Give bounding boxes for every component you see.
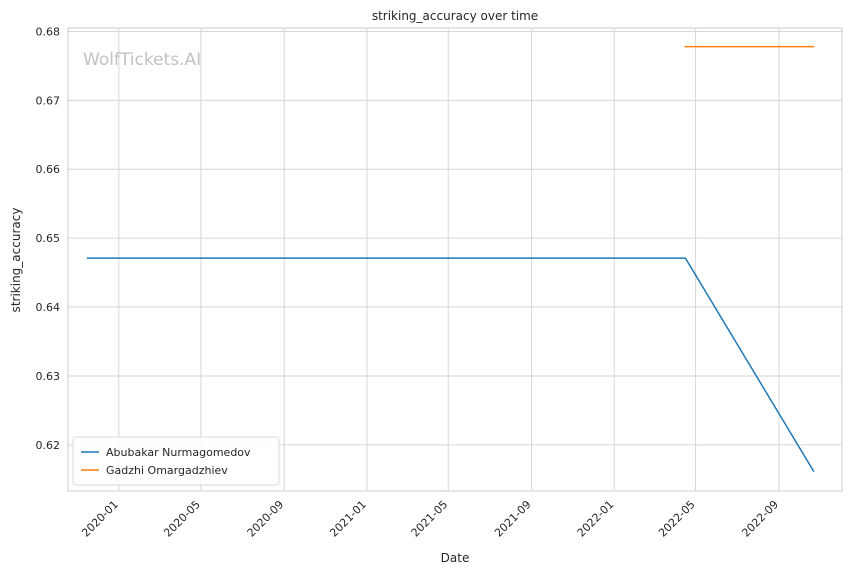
legend-label: Abubakar Nurmagomedov bbox=[106, 446, 251, 459]
y-axis-label: striking_accuracy bbox=[9, 208, 23, 313]
y-tick-label: 0.63 bbox=[36, 370, 61, 383]
y-axis-ticks: 0.62 0.63 0.64 0.65 0.66 0.67 0.68 bbox=[36, 25, 61, 451]
legend-box bbox=[72, 436, 280, 486]
y-tick-label: 0.66 bbox=[36, 163, 61, 176]
y-tick-label: 0.64 bbox=[36, 301, 61, 314]
x-axis-label: Date bbox=[441, 551, 470, 565]
y-tick-label: 0.65 bbox=[36, 232, 61, 245]
series-line-1 bbox=[86, 257, 815, 473]
plot-area-frame bbox=[67, 27, 843, 492]
y-tick-label: 0.62 bbox=[36, 439, 61, 452]
legend-label: Gadzhi Omargadzhiev bbox=[106, 464, 228, 477]
legend: Abubakar Nurmagomedov Gadzhi Omargadzhiev bbox=[72, 436, 280, 486]
y-tick-label: 0.68 bbox=[36, 25, 61, 38]
chart-title: striking_accuracy over time bbox=[372, 9, 538, 23]
watermark: WolfTickets.AI bbox=[83, 50, 201, 70]
y-tick-label: 0.67 bbox=[36, 94, 61, 107]
grid bbox=[68, 28, 842, 491]
series-group bbox=[86, 45, 815, 473]
